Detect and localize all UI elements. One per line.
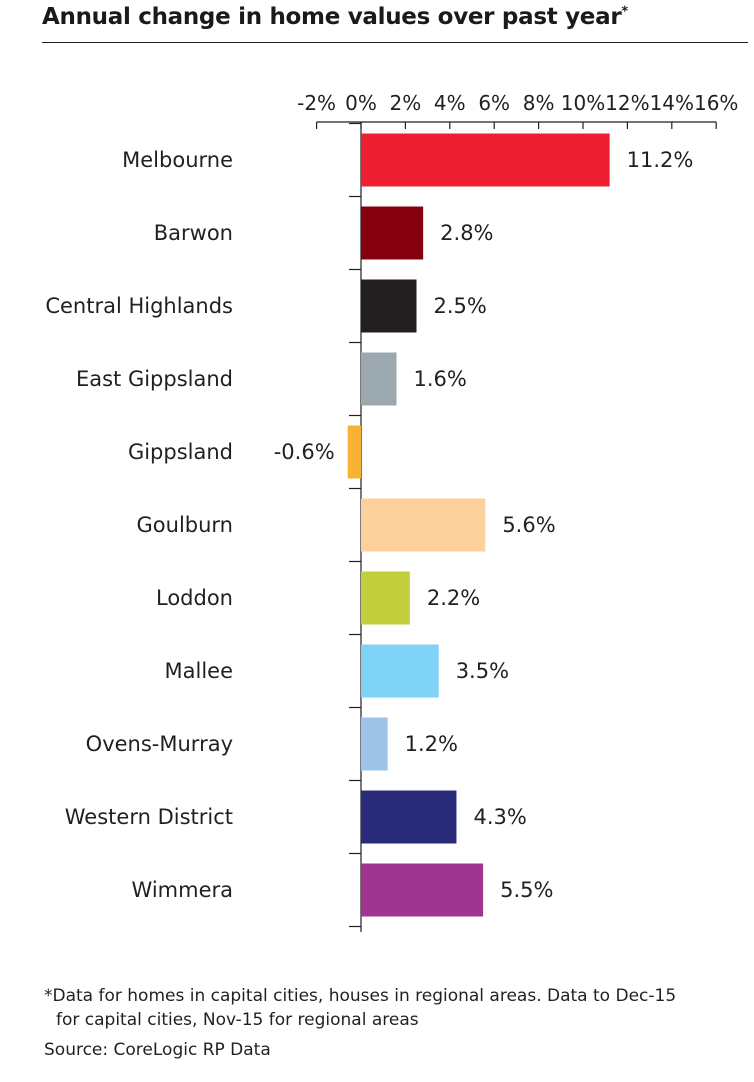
value-label: 11.2% [627,148,694,172]
category-label: Western District [65,805,233,829]
value-label: -0.6% [274,440,335,464]
x-tick-label: 12% [605,91,649,115]
bar-ovens-murray [361,717,388,771]
bars [347,133,610,917]
x-tick-label: 0% [345,91,377,115]
title-footnote-mark: * [621,4,628,20]
bar-east-gippsland [361,352,397,406]
category-label: Goulburn [137,513,233,537]
value-label: 3.5% [456,659,509,683]
value-label: 5.5% [500,878,553,902]
value-label: 2.2% [427,586,480,610]
x-tick-label: 10% [561,91,605,115]
bar-melbourne [361,133,610,187]
category-label: Loddon [156,586,233,610]
chart-title-text: Annual change in home values over past y… [42,4,622,30]
source-note: Source: CoreLogic RP Data [44,1040,271,1060]
category-label: Ovens-Murray [86,732,233,756]
bar-chart: -2% 0% 2% 4% 6% 8% 10% 12% 14% 16% Melbourne Barwo… [45,91,738,932]
category-label: Melbourne [122,148,233,172]
footnote-line-2: for capital cities, Nov-15 for regional … [56,1010,419,1030]
bar-mallee [361,644,439,698]
category-label: Mallee [165,659,234,683]
x-tick-label: 2% [390,91,422,115]
category-label: Gippsland [128,440,233,464]
title-rule [42,42,748,43]
bar-barwon [361,206,424,260]
value-label: 1.2% [405,732,458,756]
value-label: 2.5% [434,294,487,318]
value-label: 2.8% [440,221,493,245]
chart-title: Annual change in home values over past y… [42,4,628,30]
category-label: Barwon [154,221,233,245]
x-tick-label: 6% [478,91,510,115]
value-labels: 11.2% 2.8% 2.5% 1.6% -0.6% 5.6% 2.2% 3.5% 1.2% 4.… [274,148,694,902]
bar-wimmera [361,863,484,917]
x-tick-label: 16% [694,91,738,115]
bar-loddon [361,571,410,625]
category-labels: Melbourne Barwon Central Highlands East Gip… [45,148,233,902]
x-tick-label: 14% [650,91,694,115]
footnote: *Data for homes in capital cities, house… [44,984,744,1032]
bar-goulburn [361,498,486,552]
category-label: Wimmera [132,878,233,902]
value-label: 4.3% [473,805,526,829]
x-tick-label: -2% [297,91,336,115]
value-label: 5.6% [502,513,555,537]
category-label: Central Highlands [45,294,233,318]
bar-western-district [361,790,457,844]
bar-gippsland [347,425,361,479]
x-tick-label: 8% [523,91,555,115]
x-tick-label: 4% [434,91,466,115]
bar-central-highlands [361,279,417,333]
value-label: 1.6% [414,367,467,391]
category-label: East Gippsland [76,367,233,391]
footnote-line-1: *Data for homes in capital cities, house… [44,986,677,1006]
